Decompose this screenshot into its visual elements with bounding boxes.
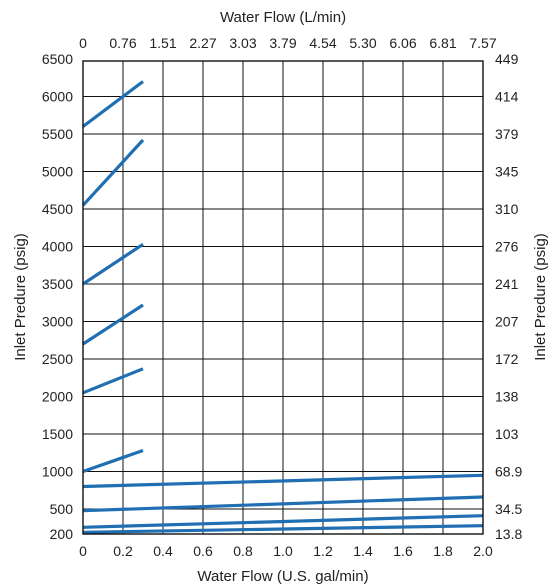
grid [83,61,483,534]
y-tick-label: 4500 [42,201,73,217]
x-tick-label: 1.6 [393,543,413,559]
x2-tick-label: 0 [79,35,87,51]
y-tick-label: 2500 [42,351,73,367]
y-tick-label: 1000 [42,464,73,480]
right-axis-label: Inlet Predure (psig) [532,233,549,361]
y2-tick-label: 414 [495,89,519,105]
y2-tick-label: 345 [495,164,519,180]
y2-tick-label: 379 [495,126,519,142]
series-line [82,80,144,128]
x2-tick-label: 6.06 [389,35,416,51]
series-line [82,303,144,346]
series-line [82,448,144,474]
y2-tick-label: 13.8 [495,526,522,542]
y2-tick-label: 449 [495,51,519,67]
y2-tick-label: 103 [495,426,519,442]
series-line [81,138,145,207]
y-tick-label: 3500 [42,276,73,292]
x2-tick-label: 6.81 [429,35,456,51]
y2-tick-label: 207 [495,314,519,330]
y2-tick-label: 310 [495,201,519,217]
x-tick-label: 0.4 [153,543,173,559]
bottom-axis-label: Water Flow (U.S. gal/min) [197,568,368,585]
series-line [82,514,484,529]
y-tick-label: 1500 [42,426,73,442]
x-tick-label: 1.0 [273,543,293,559]
x-tick-label: 0.6 [193,543,213,559]
x-tick-label: 1.2 [313,543,333,559]
y2-tick-label: 241 [495,276,519,292]
x2-tick-label: 2.27 [189,35,216,51]
y-tick-label: 2000 [42,389,73,405]
y-tick-label: 6500 [42,51,73,67]
left-axis-label: Inlet Predure (psig) [12,233,29,361]
x-tick-label: 0 [79,543,87,559]
x2-tick-label: 3.79 [269,35,296,51]
y-tick-label: 5000 [42,164,73,180]
x-tick-label: 2.0 [473,543,493,559]
y2-tick-label: 34.5 [495,501,522,517]
y-tick-label: 200 [50,526,74,542]
x2-tick-label: 1.51 [149,35,176,51]
x2-tick-label: 3.03 [229,35,256,51]
y2-tick-label: 172 [495,351,519,367]
plot-frame [82,60,484,535]
tick-labels: 0 0 0.2 0.76 0.4 1.51 0.6 2.27 0.8 3.03 1.0 3.79 1.2… [42,35,523,559]
series-line [82,242,144,286]
x2-tick-label: 0.76 [109,35,136,51]
top-axis-label: Water Flow (L/min) [220,9,346,26]
x2-tick-label: 7.57 [469,35,496,51]
y2-tick-label: 68.9 [495,464,522,480]
y2-tick-label: 276 [495,239,519,255]
y2-tick-label: 138 [495,389,519,405]
x2-tick-label: 5.30 [349,35,376,51]
y-tick-label: 3000 [42,314,73,330]
series-line [82,524,484,534]
x-tick-label: 1.8 [433,543,453,559]
x-tick-label: 0.2 [113,543,133,559]
x2-tick-label: 4.54 [309,35,336,51]
x-tick-label: 0.8 [233,543,253,559]
y-tick-label: 500 [50,501,74,517]
series-line [82,367,144,395]
y-tick-label: 4000 [42,239,73,255]
y-tick-label: 6000 [42,89,73,105]
x-tick-label: 1.4 [353,543,373,559]
y-tick-label: 5500 [42,126,73,142]
series-lines [81,80,484,534]
series-line [82,495,484,513]
series-line [82,473,484,489]
